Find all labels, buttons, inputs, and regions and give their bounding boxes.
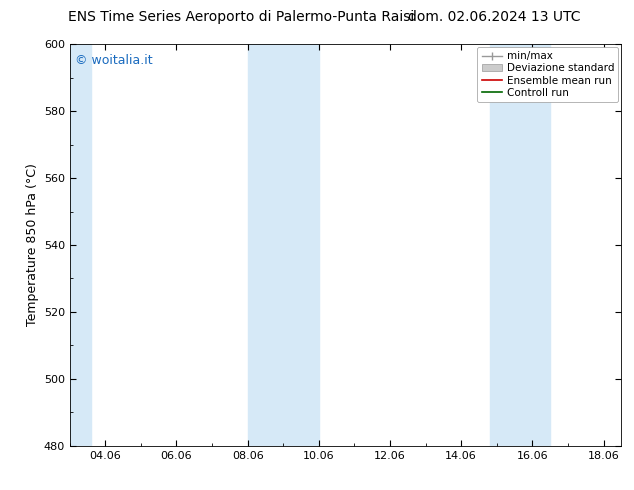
Y-axis label: Temperature 850 hPa (°C): Temperature 850 hPa (°C) bbox=[27, 164, 39, 326]
Bar bbox=[248, 44, 319, 446]
Bar bbox=[70, 44, 91, 446]
Text: ENS Time Series Aeroporto di Palermo-Punta Raisi: ENS Time Series Aeroporto di Palermo-Pun… bbox=[68, 10, 414, 24]
Legend: min/max, Deviazione standard, Ensemble mean run, Controll run: min/max, Deviazione standard, Ensemble m… bbox=[477, 47, 618, 102]
Text: dom. 02.06.2024 13 UTC: dom. 02.06.2024 13 UTC bbox=[408, 10, 581, 24]
Bar bbox=[489, 44, 550, 446]
Text: © woitalia.it: © woitalia.it bbox=[75, 54, 153, 67]
